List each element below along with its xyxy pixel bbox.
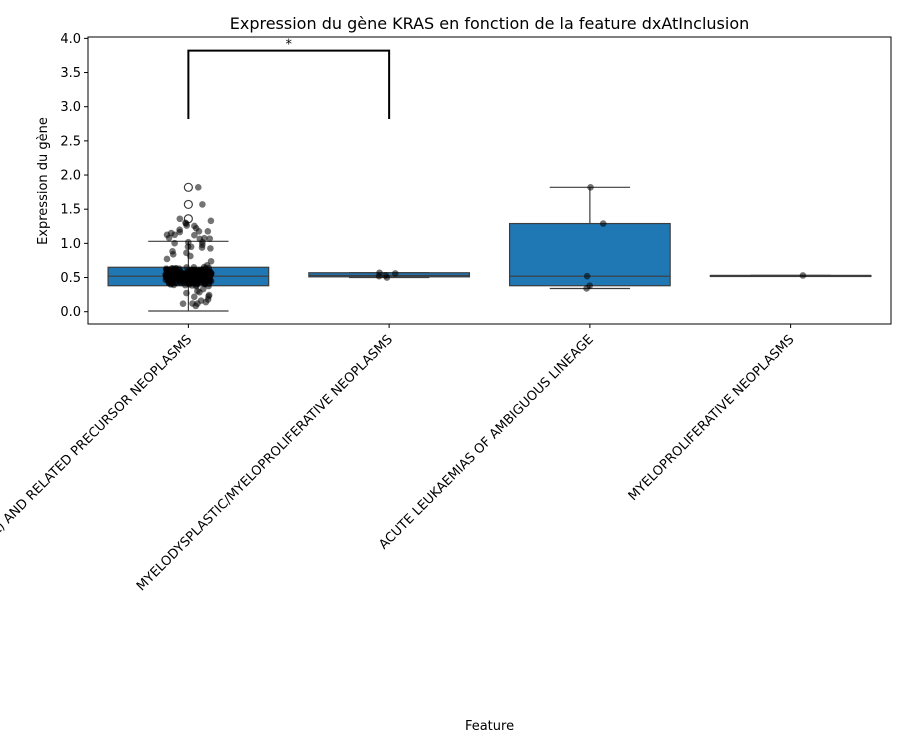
strip-point: [164, 266, 172, 274]
strip-point: [205, 282, 212, 290]
box-group-2: [508, 186, 671, 290]
strip-point: [197, 297, 205, 304]
strip-point: [170, 281, 178, 289]
strip-point: [191, 231, 198, 239]
strip-point: [185, 281, 193, 288]
strip-point: [169, 248, 176, 255]
strip-point: [196, 235, 204, 243]
strip-point: [189, 300, 196, 307]
y-tick-label: 2.5: [60, 134, 81, 149]
strip-point: [171, 239, 178, 247]
box-group-3: [709, 274, 872, 278]
strip-point: [206, 274, 214, 281]
strip-point: [181, 275, 189, 282]
strip-point: [586, 282, 593, 290]
strip-point: [170, 269, 177, 277]
strip-point: [200, 263, 208, 271]
strip-point: [382, 272, 389, 279]
strip-point: [205, 291, 213, 299]
strip-point: [176, 215, 184, 223]
y-tick-label: 4.0: [60, 32, 81, 47]
x-axis: ACUTE MYELOID LEUKAEMIA (AML) AND RELATE…: [0, 324, 797, 689]
outlier-point: [183, 199, 193, 210]
strip-points-1: [375, 269, 399, 281]
strip-point: [163, 255, 171, 263]
strip-point: [192, 282, 200, 290]
chart-title: Expression du gène KRAS en fonction de l…: [230, 14, 750, 33]
strip-point: [165, 234, 173, 242]
strip-point: [194, 184, 202, 191]
x-tick-label: ACUTE MYELOID LEUKAEMIA (AML) AND RELATE…: [0, 332, 195, 689]
strip-point: [183, 264, 190, 271]
strip-point: [184, 243, 192, 250]
strip-point: [206, 235, 213, 242]
strip-point: [192, 225, 200, 232]
strip-point: [176, 226, 183, 233]
y-tick-label: 0.5: [60, 271, 81, 286]
outlier-point: [183, 182, 193, 192]
strip-point: [583, 272, 591, 280]
y-tick-label: 1.0: [60, 237, 81, 252]
x-axis-label: Feature: [465, 719, 514, 734]
y-tick-label: 3.5: [60, 66, 81, 81]
strip-point: [179, 300, 187, 307]
strip-points-2: [583, 184, 607, 292]
significance-label: *: [286, 38, 293, 53]
strip-point: [183, 222, 190, 229]
strip-point: [376, 269, 383, 277]
strip-points-3: [799, 272, 807, 279]
strip-point: [391, 270, 399, 277]
x-tick-label: MYELODYSPLASTIC/MYELOPROLIFERATIVE NEOPL…: [134, 332, 396, 594]
y-axis-label: Expression du gène: [36, 117, 51, 245]
strip-point: [207, 217, 215, 225]
strip-point: [201, 270, 209, 277]
strip-point: [198, 244, 206, 251]
strip-point: [183, 289, 190, 297]
bracket-line: [187, 49, 391, 119]
strip-point: [799, 272, 807, 279]
y-tick-label: 0.0: [60, 305, 81, 320]
y-axis: 0.0 0.5 1.0 1.5 2.0 2.5 3.0 3.5 4.0: [60, 32, 88, 320]
x-tick-label: ACUTE LEUKAEMIAS OF AMBIGUOUS LINEAGE: [376, 332, 596, 552]
y-tick-label: 3.0: [60, 100, 81, 115]
strip-point: [193, 269, 200, 277]
strip-point: [204, 227, 212, 235]
plot-area: *: [107, 38, 872, 312]
strip-point: [587, 184, 594, 191]
strip-point: [199, 201, 206, 208]
x-tick-label: MYELOPROLIFERATIVE NEOPLASMS: [626, 332, 798, 504]
y-tick-label: 2.0: [60, 169, 81, 184]
strip-point: [207, 245, 214, 252]
significance-bracket: *: [187, 38, 391, 119]
y-tick-label: 1.5: [60, 203, 81, 218]
strip-points-0: [162, 184, 215, 310]
strip-point: [207, 257, 215, 265]
strip-point: [187, 252, 194, 260]
axes-frame: [87, 36, 892, 325]
strip-point: [190, 293, 198, 301]
strip-point: [599, 220, 607, 227]
